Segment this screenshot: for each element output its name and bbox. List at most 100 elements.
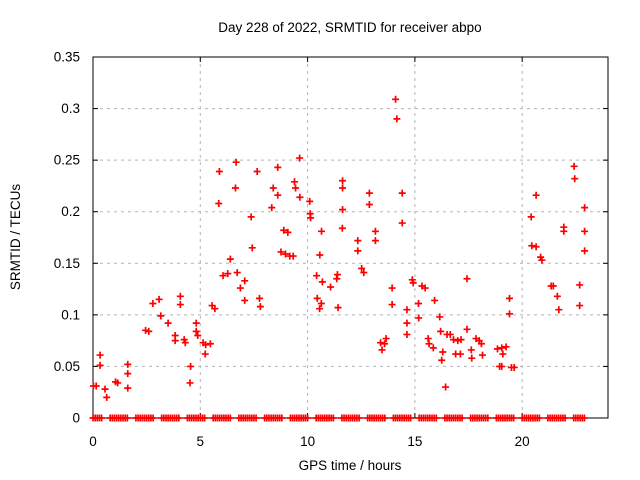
data-point (101, 385, 109, 393)
data-point (252, 414, 260, 422)
data-point (256, 294, 264, 302)
data-point (421, 284, 429, 292)
data-point (224, 270, 232, 278)
data-point (555, 306, 563, 314)
x-tick-label: 15 (407, 434, 422, 449)
data-point (318, 278, 326, 286)
data-point (398, 189, 406, 197)
data-point (468, 354, 476, 362)
data-point (194, 331, 202, 339)
data-point (549, 282, 557, 290)
data-point (581, 247, 589, 255)
data-point (226, 414, 234, 422)
data-point (450, 336, 457, 344)
data-point (358, 264, 366, 272)
data-point (236, 284, 244, 292)
data-point (403, 330, 411, 338)
data-point (247, 213, 255, 221)
data-point (506, 310, 514, 318)
data-point (277, 248, 285, 256)
data-point (415, 300, 423, 308)
data-point (176, 292, 184, 300)
data-point (377, 339, 385, 347)
data-point (478, 351, 486, 359)
data-point (425, 340, 433, 348)
data-point (498, 344, 506, 352)
data-point (114, 379, 122, 387)
data-point (415, 314, 423, 322)
data-point (215, 199, 223, 207)
x-tick-label: 10 (300, 434, 315, 449)
data-point (502, 343, 510, 351)
data-point (175, 414, 183, 422)
data-point (571, 175, 579, 183)
y-axis-label: SRMTID / TECUs (8, 184, 23, 291)
data-point (269, 184, 277, 192)
y-tick-label: 0.35 (54, 50, 80, 65)
data-point (317, 300, 325, 308)
data-point (580, 414, 588, 422)
data-point (354, 247, 362, 255)
data-point (371, 227, 379, 235)
data-point (187, 362, 195, 370)
data-point (576, 281, 584, 289)
data-point (333, 271, 341, 279)
data-point (378, 346, 386, 354)
data-point (211, 305, 219, 313)
data-point (354, 237, 362, 245)
data-point (431, 296, 439, 304)
data-point (334, 304, 342, 312)
y-tick-label: 0.15 (54, 256, 80, 271)
data-point (318, 227, 326, 235)
data-point (206, 340, 214, 348)
data-point (388, 284, 396, 292)
data-point (403, 319, 411, 327)
data-point (232, 158, 240, 166)
data-point (307, 214, 315, 222)
data-point (403, 306, 411, 314)
data-point (338, 224, 346, 232)
data-point (253, 167, 261, 175)
data-point (535, 414, 543, 422)
data-point (463, 275, 471, 283)
data-point (192, 327, 200, 335)
data-point (149, 414, 157, 422)
data-point (561, 414, 569, 422)
data-point (456, 350, 464, 358)
data-point (306, 197, 314, 205)
data-point (124, 384, 132, 392)
data-point (457, 336, 465, 344)
data-point (201, 414, 209, 422)
data-point (553, 292, 561, 300)
data-point (581, 227, 589, 235)
data-point (506, 294, 514, 302)
data-point (382, 335, 390, 343)
data-point (313, 272, 321, 280)
data-point (98, 414, 106, 422)
data-point (432, 414, 440, 422)
data-point (124, 370, 132, 378)
data-point (570, 162, 578, 170)
data-point (388, 301, 396, 309)
data-point (532, 191, 540, 199)
data-point (124, 360, 132, 368)
data-point (381, 340, 389, 348)
data-point (436, 313, 444, 321)
data-point (429, 344, 437, 352)
data-point (439, 348, 447, 356)
data-point (176, 301, 184, 309)
data-point (145, 327, 153, 335)
data-point (256, 303, 264, 311)
data-point (274, 163, 282, 171)
data-point (157, 312, 165, 320)
data-point (248, 244, 256, 252)
data-point (296, 154, 304, 162)
data-point (581, 204, 589, 212)
data-point (304, 414, 312, 422)
data-point (398, 219, 406, 227)
data-point (280, 226, 288, 234)
data-point (274, 191, 282, 199)
data-point (532, 243, 540, 251)
data-point (438, 356, 446, 364)
